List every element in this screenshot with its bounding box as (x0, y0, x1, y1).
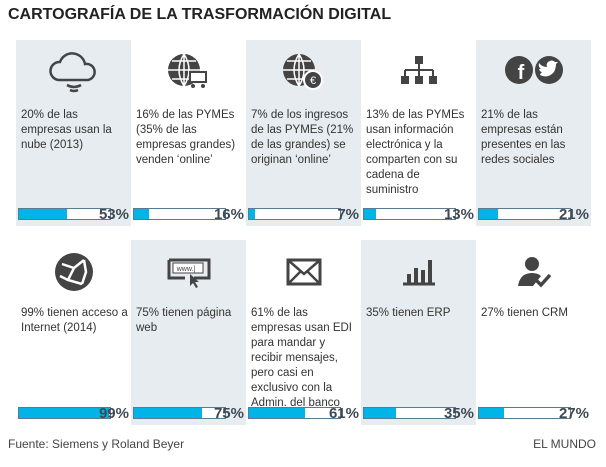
source-note: Fuente: Siemens y Roland Beyer (8, 437, 185, 451)
stat-panel: 20% de las empresas usan la nube (2013) … (16, 40, 131, 226)
progress-bar (18, 208, 111, 220)
progress-fill (249, 209, 256, 219)
percent-label: 75% (213, 405, 244, 422)
globe-cart-icon (131, 50, 246, 94)
stat-text: 13% de las PYMEs usan información electr… (366, 109, 465, 196)
stat-text: 75% tienen página web (136, 307, 232, 334)
percent-label: 99% (98, 405, 129, 422)
stat-text: 16% de las PYMEs (35% de las empresas gr… (136, 109, 236, 166)
stat-text: 61% de las empresas usan EDI para mandar… (251, 307, 352, 409)
percent-label: 16% (213, 206, 244, 223)
stat-panel: 99% tienen acceso a Internet (2014) 99% (16, 240, 131, 425)
progress-bar (248, 208, 341, 220)
stat-panel: f 21% de las empresas están presentes en… (476, 40, 591, 226)
progress-bar (133, 208, 226, 220)
globe-euro-icon: € (246, 50, 361, 94)
percent-label: 35% (443, 405, 474, 422)
web-page-icon: www.| (131, 250, 246, 294)
percent-label: 61% (328, 405, 359, 422)
stat-panel: www.| 75% tienen página web 75% (131, 240, 246, 425)
facebook-twitter-icon: f (476, 50, 591, 94)
stat-panel: € 7% de los ingresos de las PYMEs (21% d… (246, 40, 361, 226)
user-check-icon (476, 250, 591, 294)
progress-fill (134, 408, 203, 418)
envelope-icon (246, 250, 361, 294)
svg-text:€: € (309, 75, 315, 87)
stat-text: 35% tienen ERP (366, 307, 451, 319)
network-globe-icon (16, 250, 131, 294)
progress-fill (19, 209, 68, 219)
percent-label: 13% (443, 206, 474, 223)
stat-text: 99% tienen acceso a Internet (2014) (21, 307, 128, 334)
progress-fill (479, 408, 504, 418)
progress-fill (364, 209, 376, 219)
progress-fill (134, 209, 149, 219)
progress-bar (363, 407, 456, 419)
percent-label: 7% (337, 206, 359, 223)
stat-panel: 16% de las PYMEs (35% de las empresas gr… (131, 40, 246, 226)
progress-fill (249, 408, 305, 418)
progress-fill (364, 408, 396, 418)
bar-chart-icon (361, 250, 476, 294)
org-chart-icon (361, 50, 476, 94)
progress-bar (248, 407, 341, 419)
progress-bar (478, 407, 571, 419)
stat-panel: 13% de las PYMEs usan información electr… (361, 40, 476, 226)
progress-fill (19, 408, 110, 418)
progress-bar (478, 208, 571, 220)
stat-panel: 35% tienen ERP 35% (361, 240, 476, 425)
progress-bar (363, 208, 456, 220)
stat-text: 7% de los ingresos de las PYMEs (21% de … (251, 109, 354, 166)
percent-label: 21% (558, 206, 589, 223)
svg-text:www.|: www.| (175, 266, 195, 273)
stat-text: 27% tienen CRM (481, 307, 568, 319)
stat-text: 21% de las empresas están presentes en l… (481, 109, 566, 166)
stat-panel: 27% tienen CRM 27% (476, 240, 591, 425)
progress-fill (479, 209, 499, 219)
stat-panel: 61% de las empresas usan EDI para mandar… (246, 240, 361, 425)
percent-label: 27% (558, 405, 589, 422)
percent-label: 53% (98, 206, 129, 223)
brand-label: EL MUNDO (533, 437, 596, 451)
svg-text:f: f (517, 62, 524, 84)
progress-bar (133, 407, 226, 419)
progress-bar (18, 407, 111, 419)
stat-text: 20% de las empresas usan la nube (2013) (21, 109, 112, 151)
cloud-icon (16, 50, 131, 94)
page-title: CARTOGRAFÍA DE LA TRASFORMACIÓN DIGITAL (8, 6, 392, 23)
